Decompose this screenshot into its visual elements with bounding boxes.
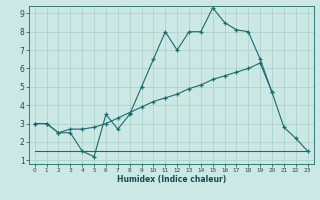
X-axis label: Humidex (Indice chaleur): Humidex (Indice chaleur): [116, 175, 226, 184]
